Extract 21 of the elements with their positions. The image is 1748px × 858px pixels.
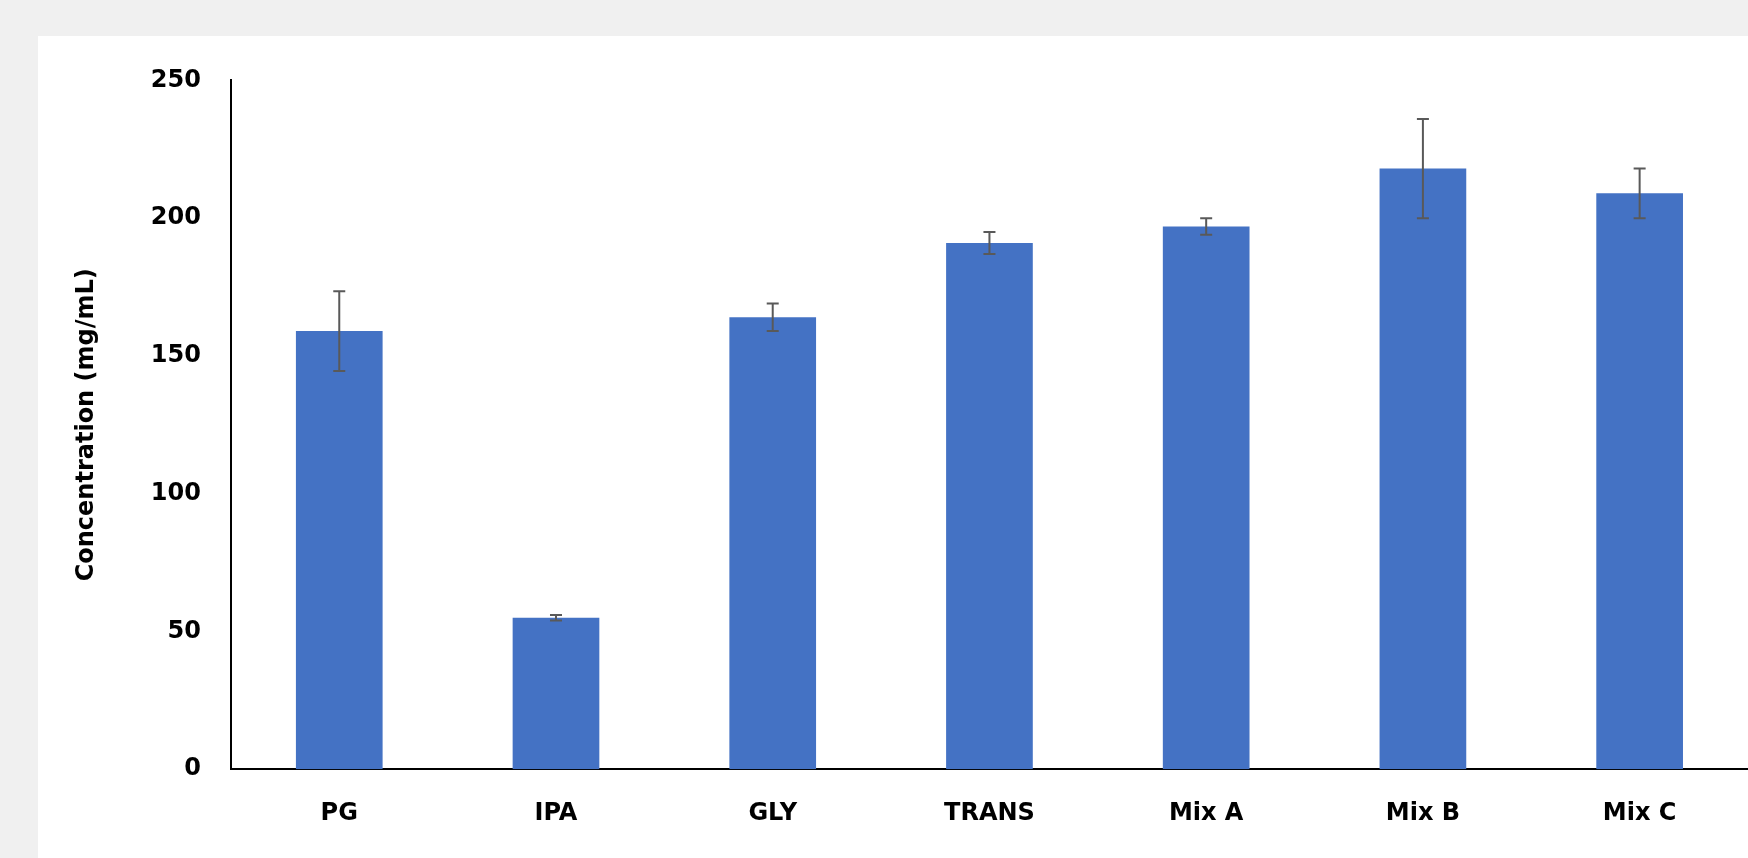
bar [295, 331, 383, 770]
y-tick-label: 100 [150, 477, 201, 506]
y-axis-title: Concentration (mg/mL) [70, 268, 99, 582]
x-tick-label: Mix B [1385, 797, 1461, 826]
y-tick-label: 50 [167, 615, 201, 644]
bar [729, 317, 817, 770]
y-tick-label: 200 [150, 202, 201, 231]
bar [1162, 226, 1250, 770]
x-tick-label: Mix C [1602, 797, 1677, 826]
bar [1596, 193, 1683, 770]
y-tick-label: 0 [184, 753, 201, 782]
x-tick-label: TRANS [944, 797, 1035, 826]
x-tick-label: IPA [534, 797, 578, 826]
x-tick-label: GLY [748, 797, 798, 826]
x-tick-label: Mix A [1168, 797, 1244, 826]
bar [512, 617, 600, 770]
bar [1379, 168, 1467, 770]
bar [946, 242, 1033, 770]
y-tick-label: 250 [150, 64, 201, 93]
x-tick-label: PG [320, 797, 358, 826]
y-tick-label: 150 [150, 340, 201, 369]
